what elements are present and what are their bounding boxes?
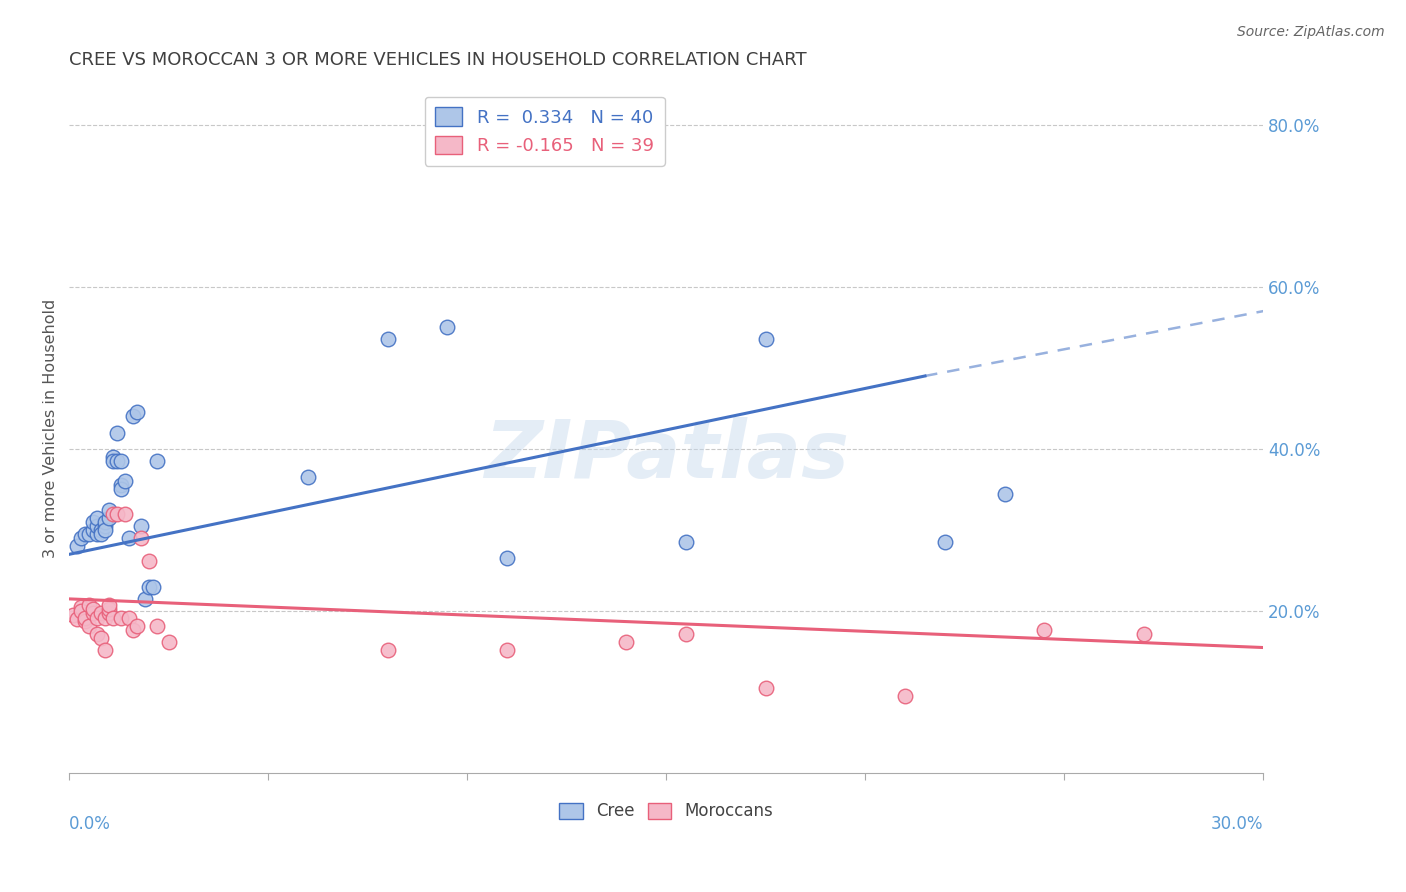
Point bbox=[297, 470, 319, 484]
Point bbox=[98, 599, 121, 613]
Point bbox=[82, 523, 104, 537]
Point bbox=[138, 554, 160, 568]
Point bbox=[157, 635, 180, 649]
Point bbox=[125, 618, 148, 632]
Point bbox=[90, 523, 112, 537]
Point bbox=[934, 535, 956, 549]
Point bbox=[86, 519, 108, 533]
Point bbox=[82, 606, 104, 620]
Point bbox=[134, 591, 156, 606]
Text: Source: ZipAtlas.com: Source: ZipAtlas.com bbox=[1237, 25, 1385, 39]
Point bbox=[101, 610, 124, 624]
Point bbox=[129, 531, 152, 545]
Point bbox=[101, 454, 124, 468]
Point bbox=[114, 475, 136, 489]
Point bbox=[436, 320, 458, 334]
Point bbox=[496, 643, 519, 657]
Point bbox=[101, 507, 124, 521]
Point bbox=[90, 607, 112, 621]
Point bbox=[77, 618, 100, 632]
Point bbox=[675, 535, 697, 549]
Point bbox=[105, 425, 128, 440]
Text: 30.0%: 30.0% bbox=[1211, 814, 1264, 832]
Point bbox=[377, 643, 399, 657]
Point bbox=[66, 539, 89, 553]
Point bbox=[101, 450, 124, 464]
Point bbox=[75, 610, 97, 624]
Point bbox=[70, 604, 93, 618]
Point bbox=[94, 523, 117, 537]
Point bbox=[894, 689, 917, 703]
Point bbox=[616, 635, 638, 649]
Point bbox=[77, 527, 100, 541]
Point bbox=[86, 527, 108, 541]
Point bbox=[62, 608, 84, 623]
Point bbox=[105, 454, 128, 468]
Point bbox=[90, 527, 112, 541]
Point bbox=[122, 409, 145, 424]
Point bbox=[70, 531, 93, 545]
Y-axis label: 3 or more Vehicles in Household: 3 or more Vehicles in Household bbox=[44, 299, 58, 558]
Point bbox=[98, 607, 121, 621]
Point bbox=[675, 626, 697, 640]
Point bbox=[94, 610, 117, 624]
Point bbox=[755, 333, 778, 347]
Point bbox=[110, 610, 132, 624]
Point bbox=[70, 599, 93, 614]
Point bbox=[122, 623, 145, 637]
Point bbox=[94, 519, 117, 533]
Point bbox=[496, 551, 519, 566]
Point bbox=[77, 599, 100, 613]
Point bbox=[146, 618, 169, 632]
Point bbox=[110, 478, 132, 492]
Point bbox=[114, 507, 136, 521]
Point bbox=[118, 610, 141, 624]
Point bbox=[75, 614, 97, 628]
Point bbox=[146, 454, 169, 468]
Point bbox=[94, 515, 117, 529]
Point bbox=[994, 486, 1017, 500]
Point bbox=[129, 519, 152, 533]
Point bbox=[1033, 623, 1056, 637]
Point bbox=[1133, 626, 1156, 640]
Point bbox=[82, 602, 104, 616]
Point bbox=[86, 610, 108, 624]
Point bbox=[138, 580, 160, 594]
Point bbox=[82, 515, 104, 529]
Point bbox=[110, 454, 132, 468]
Text: ZIPatlas: ZIPatlas bbox=[484, 417, 849, 495]
Point bbox=[66, 612, 89, 626]
Point bbox=[118, 531, 141, 545]
Point bbox=[98, 502, 121, 516]
Point bbox=[110, 483, 132, 497]
Point bbox=[98, 602, 121, 616]
Point bbox=[98, 511, 121, 525]
Point bbox=[75, 527, 97, 541]
Point bbox=[90, 631, 112, 645]
Point bbox=[755, 681, 778, 695]
Point bbox=[105, 507, 128, 521]
Text: 0.0%: 0.0% bbox=[69, 814, 111, 832]
Text: CREE VS MOROCCAN 3 OR MORE VEHICLES IN HOUSEHOLD CORRELATION CHART: CREE VS MOROCCAN 3 OR MORE VEHICLES IN H… bbox=[69, 51, 807, 69]
Point bbox=[86, 626, 108, 640]
Point bbox=[94, 643, 117, 657]
Point bbox=[377, 333, 399, 347]
Legend: Cree, Moroccans: Cree, Moroccans bbox=[553, 796, 780, 827]
Point bbox=[142, 580, 165, 594]
Point bbox=[125, 405, 148, 419]
Point bbox=[86, 511, 108, 525]
